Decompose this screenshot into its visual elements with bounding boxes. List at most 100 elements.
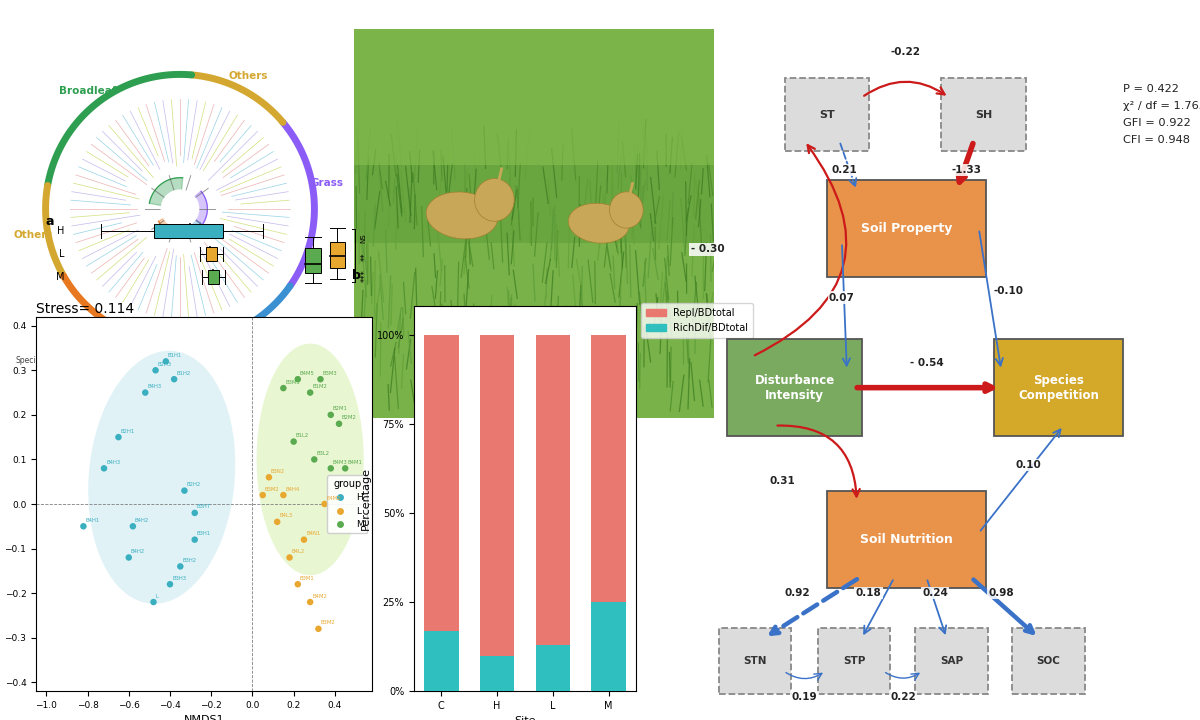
Point — [305, 454, 324, 465]
Point — [253, 490, 272, 501]
Point — [74, 521, 94, 532]
Text: SH: SH — [976, 109, 992, 120]
Ellipse shape — [88, 351, 235, 604]
Point — [144, 596, 163, 608]
FancyArrowPatch shape — [864, 82, 944, 96]
Text: L: L — [156, 593, 158, 598]
Text: Others: Others — [228, 71, 268, 81]
Text: B4H2: B4H2 — [131, 549, 145, 554]
FancyBboxPatch shape — [1013, 628, 1085, 693]
Point — [185, 507, 204, 518]
Bar — [206, 247, 216, 261]
Bar — [154, 224, 223, 238]
Text: ST: ST — [820, 109, 835, 120]
Text: B3M3: B3M3 — [323, 371, 337, 376]
Text: L: L — [59, 249, 65, 259]
Text: B1H2: B1H2 — [176, 371, 191, 376]
Text: M: M — [55, 272, 65, 282]
Circle shape — [475, 179, 514, 221]
Text: Common: Common — [94, 358, 125, 364]
Legend: Repl/BDtotal, RichDif/BDtotal: Repl/BDtotal, RichDif/BDtotal — [641, 303, 754, 338]
Point — [156, 356, 175, 367]
Text: B3M5: B3M5 — [286, 379, 300, 384]
Text: ***: *** — [361, 269, 370, 282]
Y-axis label: Percentage: Percentage — [361, 467, 371, 530]
Text: B2M2: B2M2 — [341, 415, 356, 420]
Text: 0.07: 0.07 — [829, 293, 854, 303]
FancyBboxPatch shape — [785, 78, 869, 151]
FancyArrowPatch shape — [980, 429, 1061, 531]
FancyArrowPatch shape — [786, 672, 822, 680]
Point — [294, 534, 313, 546]
Point — [274, 382, 293, 394]
Bar — [354, 29, 714, 165]
FancyArrowPatch shape — [840, 143, 857, 186]
Text: H: H — [56, 226, 65, 236]
Text: B3N2: B3N2 — [271, 469, 286, 474]
Text: Broadleaf: Broadleaf — [59, 86, 116, 96]
Text: Low: Low — [281, 358, 294, 364]
Bar — [592, 602, 626, 691]
Text: Soil Property: Soil Property — [860, 222, 953, 235]
Text: B2H3: B2H3 — [157, 362, 172, 366]
Text: Species
Competition: Species Competition — [1018, 374, 1099, 402]
Point — [175, 485, 194, 496]
Text: B4M2: B4M2 — [312, 593, 328, 598]
Bar — [354, 243, 714, 418]
Text: B4L2: B4L2 — [292, 549, 305, 554]
Polygon shape — [180, 209, 200, 233]
Bar — [209, 270, 218, 284]
Point — [268, 516, 287, 528]
Text: B2H2: B2H2 — [186, 482, 200, 487]
Point — [280, 552, 299, 563]
Text: SOC: SOC — [1037, 656, 1061, 666]
FancyArrowPatch shape — [979, 231, 1003, 366]
Point — [308, 623, 328, 634]
Text: 0.22: 0.22 — [890, 693, 916, 702]
Text: 0.18: 0.18 — [856, 588, 881, 598]
Point — [300, 596, 319, 608]
Circle shape — [610, 192, 643, 228]
Text: B4L3: B4L3 — [280, 513, 293, 518]
Point — [161, 578, 180, 590]
Text: Grass: Grass — [311, 178, 343, 188]
FancyArrowPatch shape — [755, 145, 846, 355]
Point — [124, 521, 143, 532]
Text: 0.92: 0.92 — [785, 588, 810, 598]
Text: B3M2: B3M2 — [265, 487, 280, 492]
Text: Legume: Legume — [101, 342, 148, 352]
Bar — [480, 655, 515, 691]
Point — [185, 534, 204, 546]
Polygon shape — [180, 192, 208, 225]
FancyBboxPatch shape — [727, 339, 862, 436]
FancyArrowPatch shape — [842, 246, 850, 366]
Point — [119, 552, 138, 563]
FancyArrowPatch shape — [928, 580, 946, 634]
Bar — [592, 335, 626, 602]
Text: B1H1: B1H1 — [168, 353, 182, 358]
Text: B1L2: B1L2 — [295, 433, 308, 438]
Point — [164, 374, 184, 385]
Text: -0.10: -0.10 — [994, 286, 1024, 296]
X-axis label: NMDS1: NMDS1 — [184, 716, 224, 720]
Text: B4H3: B4H3 — [106, 460, 120, 465]
Bar — [535, 645, 570, 691]
Text: a: a — [46, 215, 54, 228]
Point — [259, 472, 278, 483]
Text: Others: Others — [13, 230, 53, 240]
FancyArrowPatch shape — [973, 580, 1033, 633]
Bar — [424, 335, 458, 631]
FancyArrowPatch shape — [959, 143, 973, 182]
X-axis label: Site: Site — [515, 716, 535, 720]
Bar — [424, 631, 458, 691]
Point — [322, 462, 341, 474]
Polygon shape — [149, 178, 182, 209]
Text: B4H1: B4H1 — [85, 518, 100, 523]
Text: B4N1: B4N1 — [306, 531, 320, 536]
Text: B4H2: B4H2 — [134, 518, 149, 523]
Point — [109, 431, 128, 443]
Text: B2M1: B2M1 — [332, 406, 348, 411]
Legend: H, L, M: H, L, M — [328, 475, 367, 533]
FancyBboxPatch shape — [827, 180, 986, 277]
Point — [300, 387, 319, 398]
